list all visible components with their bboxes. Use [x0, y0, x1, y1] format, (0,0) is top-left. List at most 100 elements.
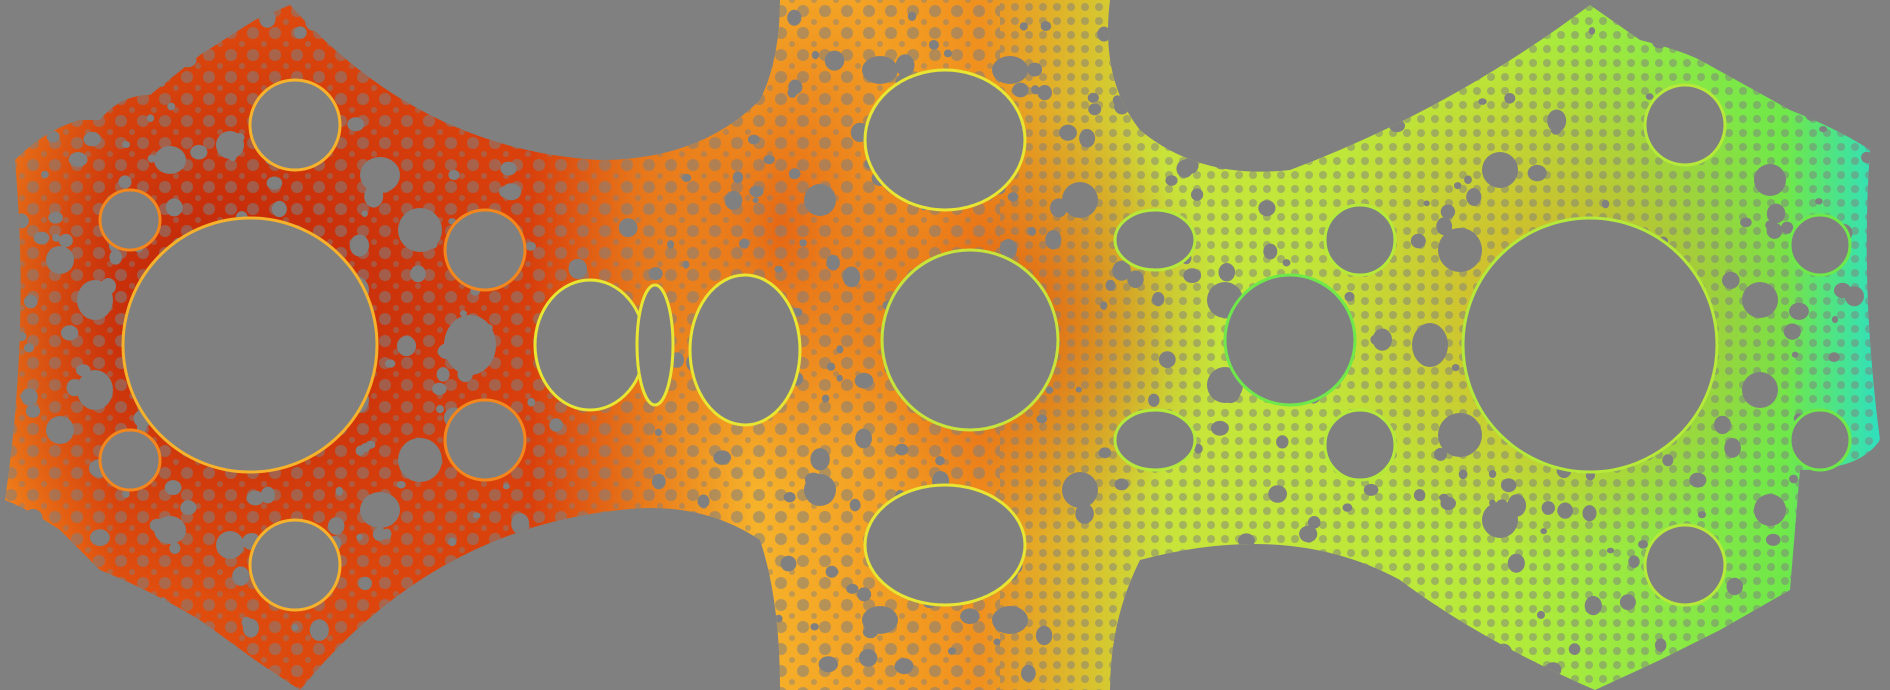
small-void [1731, 48, 1738, 56]
void-circle [98, 188, 162, 252]
medium-void [804, 184, 836, 216]
small-void [30, 137, 37, 143]
small-void [1282, 259, 1291, 267]
small-void [907, 11, 917, 21]
small-void [309, 619, 329, 641]
small-void [1766, 203, 1786, 224]
small-void [448, 169, 460, 181]
small-void [457, 366, 473, 383]
small-void [1035, 625, 1053, 646]
small-void [1340, 61, 1348, 70]
small-void [716, 64, 730, 77]
small-void [648, 267, 663, 281]
small-void [1645, 93, 1654, 100]
small-void [943, 49, 952, 58]
small-void [207, 653, 225, 668]
small-void [500, 161, 517, 176]
small-void [673, 513, 691, 531]
small-void [349, 234, 370, 257]
small-void [190, 144, 208, 160]
small-void [1371, 112, 1380, 122]
small-void [1831, 315, 1839, 324]
small-void [41, 170, 49, 178]
small-void [1268, 638, 1279, 650]
small-void [164, 480, 182, 496]
void-circle [1113, 408, 1197, 472]
small-void [1162, 102, 1170, 109]
small-void [65, 612, 85, 632]
void-circle [1323, 203, 1397, 277]
small-void [1540, 528, 1547, 535]
medium-void [992, 56, 1028, 84]
small-void [1588, 27, 1596, 35]
small-void [1537, 610, 1545, 619]
small-void [58, 233, 73, 248]
medium-void [444, 315, 496, 375]
small-void [1234, 645, 1253, 661]
small-void [1214, 64, 1228, 76]
medium-void [1754, 494, 1786, 526]
small-void [1843, 10, 1853, 22]
small-void [372, 527, 387, 542]
small-void [76, 364, 91, 377]
small-void [1125, 635, 1134, 645]
small-void [568, 258, 588, 279]
small-void [525, 241, 536, 251]
small-void [1191, 188, 1204, 201]
small-void [1774, 513, 1782, 520]
small-void [947, 647, 957, 655]
small-void [1169, 665, 1187, 683]
small-void [1478, 98, 1487, 105]
small-void [1740, 217, 1752, 228]
small-void [1584, 596, 1602, 616]
small-void [717, 549, 725, 556]
small-void [836, 345, 844, 354]
medium-void [1742, 372, 1778, 408]
small-void [1619, 594, 1636, 611]
small-void [1112, 95, 1123, 106]
small-void [787, 87, 798, 98]
small-void [752, 197, 759, 204]
small-void [607, 533, 626, 552]
medium-void [216, 531, 244, 559]
small-void [811, 50, 820, 60]
small-void [1027, 62, 1043, 77]
small-void [1547, 109, 1567, 133]
small-void [1488, 470, 1497, 478]
small-void [156, 79, 166, 87]
small-void [810, 448, 830, 471]
small-void [1250, 51, 1267, 71]
small-void [260, 486, 275, 504]
small-void [359, 627, 376, 644]
small-void [1568, 643, 1581, 655]
small-void [475, 330, 483, 337]
small-void [1075, 503, 1094, 524]
small-void [607, 619, 616, 628]
small-void [396, 335, 417, 357]
small-void [1045, 386, 1054, 394]
small-void [448, 537, 457, 547]
small-void [724, 190, 743, 210]
small-void [804, 472, 822, 487]
small-void [681, 173, 692, 182]
small-void [432, 382, 447, 396]
small-void [1494, 643, 1513, 663]
small-void [1227, 12, 1234, 18]
small-void [1439, 493, 1449, 502]
small-void [1307, 516, 1321, 529]
small-void [1837, 499, 1857, 521]
small-void [1168, 63, 1181, 73]
small-void [522, 624, 538, 643]
small-void [385, 630, 400, 646]
small-void [1050, 198, 1068, 218]
medium-void [1482, 152, 1518, 188]
small-void [486, 72, 494, 81]
small-void [347, 117, 365, 132]
small-void [1628, 555, 1640, 568]
void-circle [248, 518, 342, 612]
small-void [1363, 73, 1380, 92]
small-void [1544, 662, 1562, 677]
small-void [1389, 119, 1405, 133]
small-void [1244, 6, 1257, 18]
small-void [459, 310, 467, 317]
